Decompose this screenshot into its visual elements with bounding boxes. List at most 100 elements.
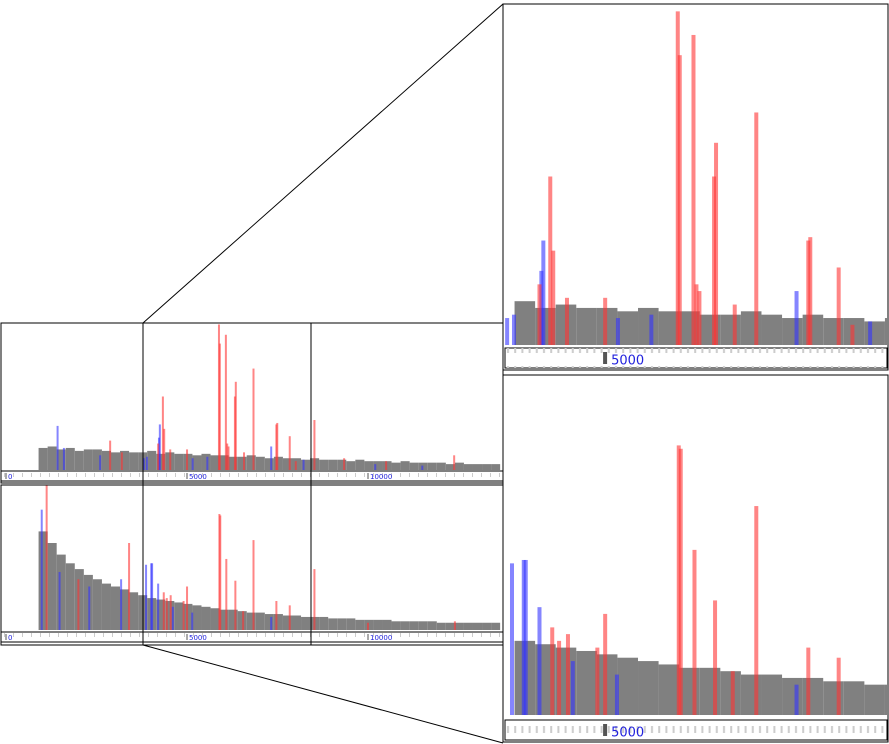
background-bar — [802, 677, 824, 715]
background-bar — [174, 453, 184, 470]
peak-bar — [714, 142, 719, 345]
background-bar — [454, 622, 464, 630]
background-bar — [427, 621, 437, 630]
peak-bar — [288, 436, 291, 470]
peak-bar — [218, 343, 221, 470]
background-bar — [346, 618, 356, 630]
peak-bar — [169, 449, 172, 470]
zoom-connector — [142, 644, 504, 744]
peak-bar — [505, 318, 510, 345]
peak-bar — [565, 634, 570, 715]
peak-bar — [453, 621, 456, 630]
x-tick-label: 10000 — [370, 634, 392, 642]
peak-bar — [158, 424, 161, 470]
peak-bar — [182, 601, 185, 630]
background-bar — [864, 321, 885, 345]
peak-bar — [868, 321, 873, 345]
peak-bar — [252, 368, 255, 470]
background-bar — [219, 455, 229, 470]
peak-bar — [151, 563, 154, 630]
background-bar — [491, 622, 501, 630]
background-bar — [192, 605, 202, 630]
background-bar — [409, 621, 419, 630]
background-bar — [147, 450, 157, 470]
background-bar — [782, 318, 803, 345]
peak-bar — [537, 607, 542, 715]
peak-bar — [186, 449, 189, 470]
background-bar — [884, 684, 887, 715]
peak-bar — [145, 456, 148, 470]
background-bar — [576, 307, 597, 345]
peak-bar — [367, 622, 370, 630]
peak-bar — [40, 509, 43, 630]
peak-bar — [691, 34, 696, 346]
peak-bar — [806, 647, 811, 715]
peak-bar — [165, 598, 168, 630]
peak-bar — [191, 458, 194, 470]
background-bar — [445, 622, 455, 630]
x-tick-mark — [186, 473, 188, 479]
peak-bar — [603, 613, 608, 715]
background-bar — [482, 464, 492, 470]
peak-bar — [850, 324, 855, 345]
panel-frame — [502, 3, 889, 371]
peak-bar — [56, 425, 59, 470]
background-bar — [617, 657, 639, 715]
background-bar — [740, 674, 762, 715]
ruler-minor — [506, 720, 886, 740]
background-bar — [864, 684, 885, 715]
background-bar — [38, 447, 48, 470]
background-bar — [382, 619, 392, 630]
peak-bar — [169, 595, 172, 630]
background-bar — [174, 602, 184, 630]
peak-bar — [163, 428, 166, 470]
background-bar — [720, 671, 741, 715]
peak-bar — [224, 334, 227, 470]
peak-bar — [191, 612, 194, 630]
peak-bar — [732, 304, 737, 345]
peak-bar — [541, 240, 546, 345]
peak-bar — [808, 237, 813, 345]
background-bar — [92, 579, 102, 630]
peak-bar — [385, 461, 388, 470]
peak-bar — [551, 250, 556, 345]
x-tick-mark — [367, 473, 369, 479]
background-bar — [391, 621, 401, 630]
peak-bar — [557, 640, 562, 715]
background-bar — [436, 462, 446, 470]
peak-bar — [692, 549, 697, 715]
background-bar — [192, 455, 202, 470]
x-tick-label: 5000 — [611, 353, 644, 368]
x-tick-mark — [5, 473, 7, 479]
background-bar — [802, 314, 824, 345]
background-bar — [273, 614, 283, 630]
ruler-minor — [2, 471, 502, 481]
panel-frame — [502, 374, 889, 743]
peak-bar — [186, 586, 189, 630]
x-tick-mark — [603, 724, 608, 736]
background-bar — [129, 452, 139, 470]
peak-bar — [421, 465, 424, 470]
background-bar — [720, 314, 741, 345]
peak-bar — [694, 284, 699, 345]
peak-bar — [511, 314, 516, 345]
peak-bar — [226, 443, 229, 470]
background-bar — [514, 301, 536, 345]
background-bar — [156, 599, 166, 630]
x-tick-label: 0 — [8, 634, 12, 642]
background-bar — [391, 462, 401, 470]
background-bar — [120, 589, 130, 630]
background-bar — [373, 461, 383, 470]
background-bar — [445, 464, 455, 470]
peak-bar — [697, 291, 702, 345]
peak-bar — [77, 579, 80, 630]
peak-bar — [313, 420, 316, 470]
peak-bar — [227, 446, 230, 470]
background-bar — [210, 608, 220, 630]
peak-bar — [374, 464, 377, 470]
x-tick-mark — [603, 352, 608, 364]
background-bar — [658, 664, 680, 715]
background-bar — [638, 307, 659, 345]
peak-bar — [120, 579, 123, 630]
background-bar — [228, 609, 238, 630]
